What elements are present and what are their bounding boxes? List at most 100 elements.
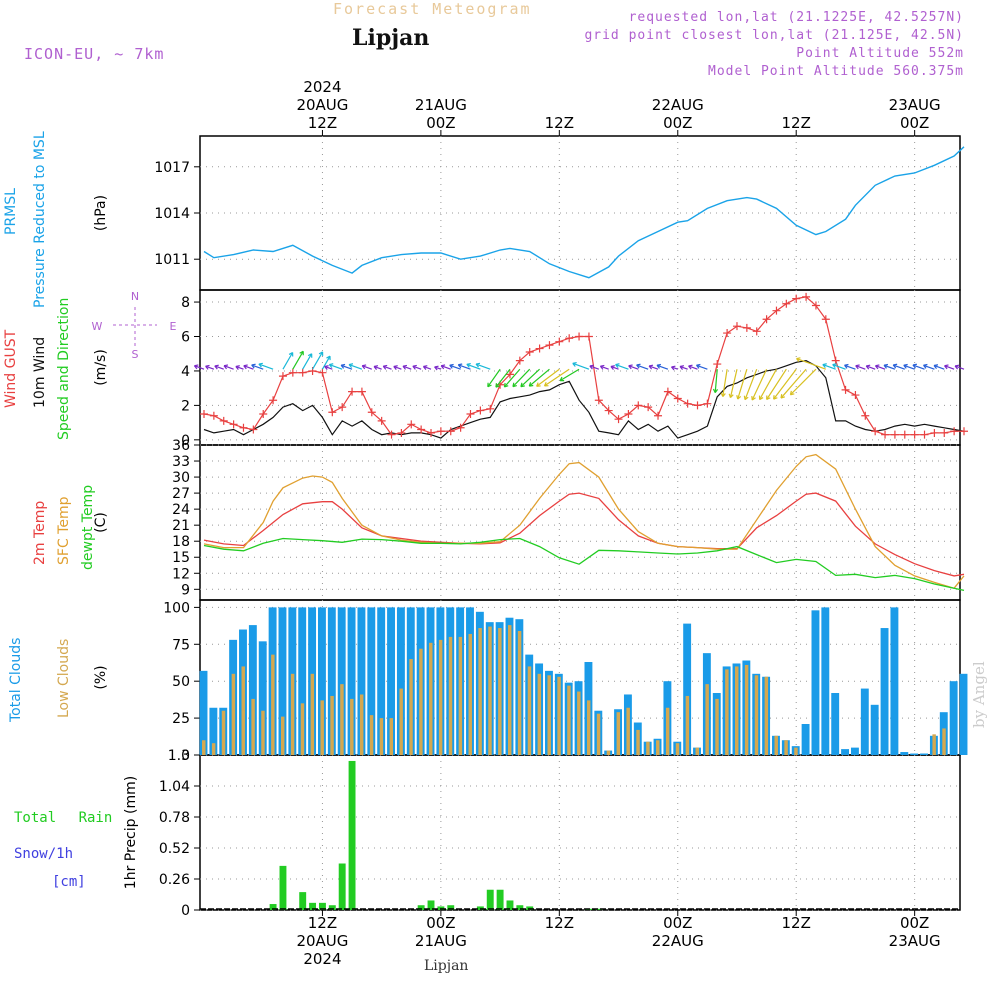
rain-side-label: Total Rain (14, 810, 113, 826)
wind-arrow-shaft (258, 363, 274, 370)
wind-arrow-shaft (912, 364, 925, 370)
wind-arrow-head (923, 363, 928, 369)
gust-marker (466, 410, 475, 418)
gust-marker (407, 420, 416, 429)
wind-speed-line (203, 359, 965, 439)
wind-arrow (628, 364, 639, 370)
bottom-time-label: 12Z (782, 914, 811, 932)
wind-arrow (434, 365, 442, 371)
wind-arrow-head (543, 382, 549, 387)
ytick-label: 1014 (154, 206, 190, 222)
wind-arrow-shaft (875, 365, 886, 370)
wind-arrow-shaft (714, 369, 718, 393)
wind-arrow-head (883, 363, 889, 369)
gust-marker (881, 430, 890, 439)
temp-sfc-line (203, 453, 965, 589)
wind-arrow-head (512, 382, 517, 388)
low-cloud-bar (458, 636, 463, 755)
bottom-time-label: 00Z (663, 914, 692, 932)
low-cloud-bar (211, 743, 216, 755)
pressure-line (203, 146, 965, 279)
snow-unit-label: [cm] (52, 874, 86, 890)
wind-arrow-shaft (944, 365, 955, 370)
wind-arrow-shaft (628, 365, 639, 370)
wind-arrow (457, 363, 471, 370)
total-cloud-bar (258, 641, 267, 755)
info-gridpoint: grid point closest lon,lat (21.125E, 42.… (584, 28, 964, 43)
wind-arrow (874, 364, 886, 370)
wind-arrow-head (599, 364, 605, 370)
wind-arrow-shaft (282, 352, 294, 370)
wind-arrow-head (855, 364, 860, 370)
wind-arrow (712, 369, 719, 393)
ytick-label: 6 (181, 330, 190, 346)
gust-marker (397, 428, 406, 437)
temp-2m-line (203, 492, 965, 577)
total-cloud-bar (209, 707, 218, 755)
wind-arrow (855, 364, 866, 370)
low-cloud-bar (675, 743, 680, 755)
wind-arrow (728, 369, 738, 398)
wind-arrow-shaft (648, 365, 659, 370)
total-cloud-bar (860, 688, 869, 755)
gust-marker (644, 403, 653, 412)
wind-arrow-shaft (766, 368, 787, 400)
total-cloud-bar (811, 610, 820, 755)
wind-arrow (328, 363, 343, 370)
top-time-label: 00Z (426, 114, 455, 132)
wind-arrow-head (326, 355, 331, 361)
total-cloud-bar (870, 704, 879, 755)
ylabel-wind: (m/s) (93, 349, 109, 386)
wind-arrow (205, 364, 215, 370)
gust-marker (367, 408, 376, 417)
wind-arrow-head (728, 393, 734, 398)
dewpt-line (203, 537, 965, 592)
gust-marker (890, 430, 899, 439)
gust-marker (871, 427, 880, 436)
low-cloud-bar (448, 636, 453, 755)
rain-bar (348, 760, 356, 910)
wind-arrow-head (361, 364, 367, 370)
rain-bar (506, 900, 514, 910)
gust-marker (328, 408, 337, 417)
ytick-label: 8 (181, 295, 190, 311)
wind-arrow-shaft (393, 365, 402, 370)
wind-arrow-shaft (503, 368, 521, 388)
gust-marker (525, 348, 534, 356)
rain-bar (279, 865, 287, 910)
top-time-label: 00Z (900, 114, 929, 132)
gust-marker (436, 427, 445, 436)
wind-arrow-head (656, 363, 662, 369)
low-cloud-bar (606, 750, 611, 755)
wind-arrow (696, 363, 708, 370)
wind-arrow-shaft (679, 365, 688, 370)
wind-arrow (361, 364, 372, 370)
wind-arrow (251, 363, 264, 370)
wind-arrow-shaft (243, 365, 254, 370)
wind-arrow-head (340, 363, 346, 369)
wind-arrow (412, 364, 422, 370)
ytick-label: 0.26 (159, 872, 190, 888)
gust-marker (476, 406, 485, 415)
wind-arrow (892, 363, 905, 370)
ytick-label: 100 (163, 600, 190, 616)
gust-marker (752, 327, 761, 336)
top-time-label: 00Z (663, 114, 692, 132)
gust-marker (584, 332, 593, 341)
gust-marker (802, 292, 811, 301)
low-cloud-bar (438, 639, 443, 755)
wind-arrow (615, 363, 629, 370)
wind-arrow-shaft (495, 368, 511, 388)
wind-arrow-shaft (832, 363, 846, 370)
wind-arrow-shaft (402, 365, 412, 370)
total-cloud-bar (327, 607, 336, 755)
wind-arrow-shaft (610, 365, 619, 370)
wind-arrow-head (773, 395, 778, 400)
low-cloud-bar (290, 673, 295, 755)
wind-arrow-shaft (559, 368, 580, 382)
wind-arrow-head (193, 364, 199, 370)
wind-arrow (796, 357, 827, 370)
wind-arrow-head (251, 363, 256, 369)
compass-east: E (170, 320, 177, 333)
